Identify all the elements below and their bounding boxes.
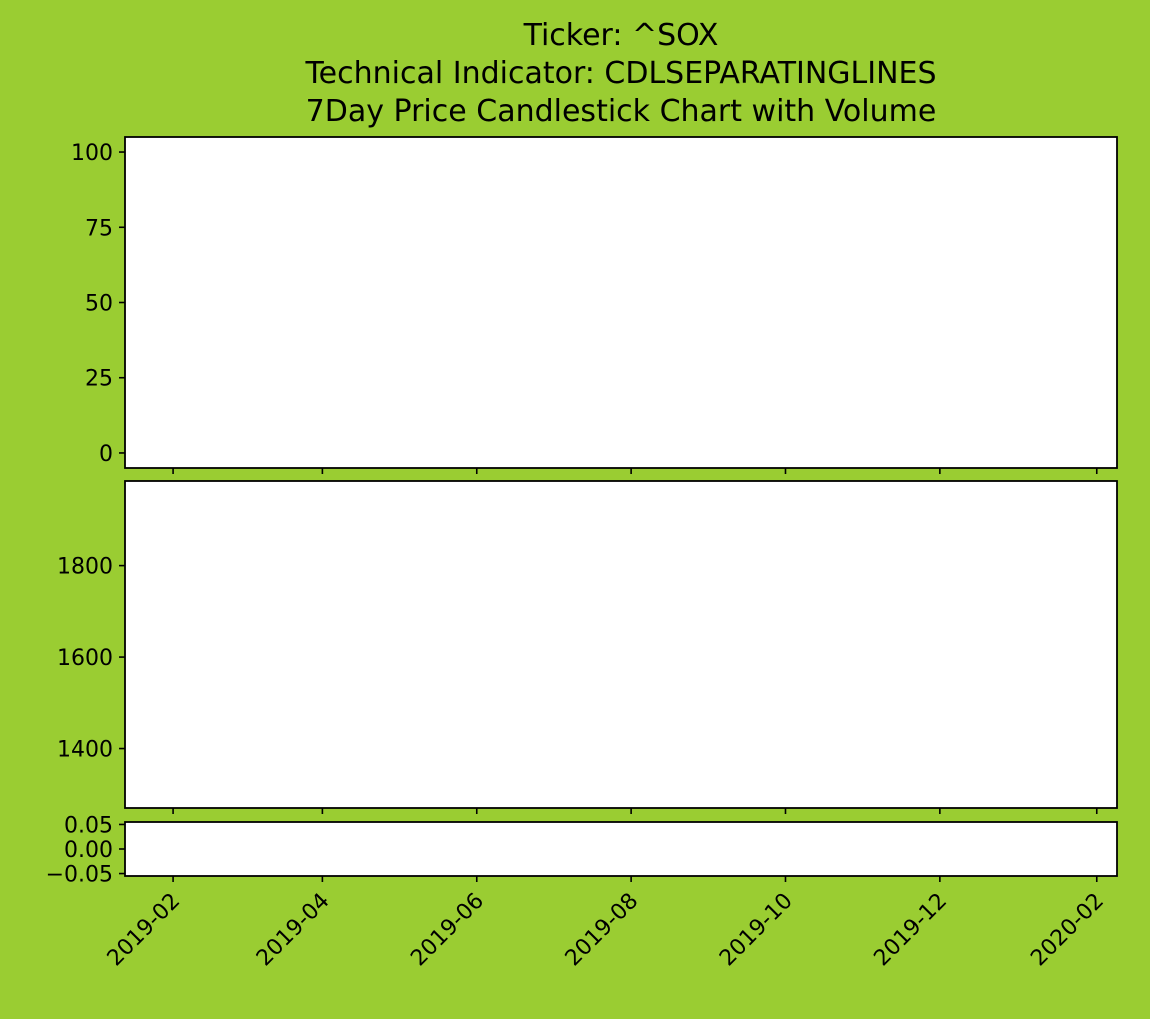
volume-ytick-label-0: −0.05 xyxy=(46,863,113,888)
volume-frame xyxy=(124,821,1118,877)
volume-panel: −0.050.000.05 xyxy=(46,813,1118,888)
title-line-ticker: Ticker: ^SOX xyxy=(523,18,719,53)
volume-ytick-label-1: 0.00 xyxy=(64,838,113,863)
indicator-ytick-label-0: 0 xyxy=(99,442,113,467)
volume-ytick-label-2: 0.05 xyxy=(64,813,113,838)
price-ytick-label-1: 1600 xyxy=(57,646,113,671)
title-line-indicator: Technical Indicator: CDLSEPARATINGLINES xyxy=(304,56,936,91)
indicator-ytick-label-3: 75 xyxy=(85,216,113,241)
price-ytick-label-2: 1800 xyxy=(57,555,113,580)
indicator-panel: 0255075100CDLSEPARATINGLINES xyxy=(71,136,1118,474)
chart-title: Ticker: ^SOX Technical Indicator: CDLSEP… xyxy=(304,18,936,129)
indicator-ytick-label-1: 25 xyxy=(85,367,113,392)
indicator-ytick-label-2: 50 xyxy=(85,292,113,317)
price-panel: 1400 1600 1800 xyxy=(57,480,1118,814)
indicator-ytick-label-4: 100 xyxy=(71,141,113,166)
price-frame xyxy=(124,480,1118,809)
price-ytick-label-0: 1400 xyxy=(57,738,113,763)
title-line-description: 7Day Price Candlestick Chart with Volume xyxy=(306,94,937,129)
indicator-frame xyxy=(124,136,1118,469)
